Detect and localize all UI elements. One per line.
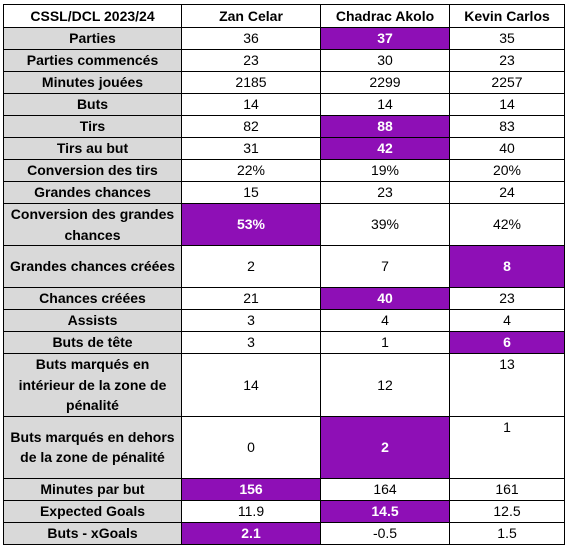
value-cell: 23 [449,49,565,72]
table-row-buts: Buts 14 14 14 [3,93,565,116]
value-cell-highlighted: 8 [449,245,565,288]
table-row-parties: Parties 36 37 35 [3,27,565,50]
value-cell: 2299 [320,71,450,94]
table-row-minutes-par-but: Minutes par but 156 164 161 [3,477,565,501]
value-cell: 39% [320,203,450,246]
value-cell: 3 [181,309,321,332]
value-cell: 21 [181,287,321,310]
table-row-conversion-des-tirs: Conversion des tirs 22% 19% 20% [3,159,565,182]
value-cell: 2257 [449,71,565,94]
metric-label: Chances créées [3,287,182,310]
value-cell: 24 [449,181,565,204]
value-cell-highlighted: 88 [320,115,450,138]
table-row-buts-dehors-zone: Buts marqués en dehors de la zone de pén… [3,415,565,479]
table-row-buts-moins-xgoals: Buts - xGoals 2.1 -0.5 1.5 [3,521,565,545]
value-cell: 19% [320,159,450,182]
metric-label: Buts marqués en intérieur de la zone de … [3,353,182,417]
value-cell: 14 [181,353,321,417]
table-row-grandes-chances: Grandes chances 15 23 24 [3,181,565,204]
value-cell: 23 [320,181,450,204]
header-player-zan-celar: Zan Celar [181,4,321,28]
metric-label: Minutes jouées [3,71,182,94]
metric-label: Expected Goals [3,499,182,523]
value-cell: 4 [320,309,450,332]
value-cell: 14 [181,93,321,116]
value-cell-highlighted: 42 [320,137,450,160]
metric-label: Buts [3,93,182,116]
value-cell: 1.5 [449,521,565,545]
metric-label: Conversion des tirs [3,159,182,182]
table-row-expected-goals: Expected Goals 11.9 14.5 12.5 [3,499,565,523]
value-cell: 164 [320,477,450,501]
value-cell: 14 [320,93,450,116]
table-row-buts-interieur-zone: Buts marqués en intérieur de la zone de … [3,353,565,417]
value-cell-highlighted: 2.1 [181,521,321,545]
header-player-chadrac-akolo: Chadrac Akolo [320,4,450,28]
metric-label: Buts - xGoals [3,521,182,545]
table-row-tirs: Tirs 82 88 83 [3,115,565,138]
value-cell-highlighted: 40 [320,287,450,310]
table-body: Parties 36 37 35 Parties commencés 23 30… [3,27,565,545]
value-cell: 11.9 [181,499,321,523]
value-cell-highlighted: 53% [181,203,321,246]
value-cell: 30 [320,49,450,72]
metric-label: Grandes chances [3,181,182,204]
metric-label: Tirs [3,115,182,138]
value-cell: 13 [449,353,565,417]
value-cell: 2185 [181,71,321,94]
stats-table-container: CSSL/DCL 2023/24 Zan Celar Chadrac Akolo… [3,4,565,545]
value-cell: 20% [449,159,565,182]
value-cell: 36 [181,27,321,50]
value-cell: 23 [449,287,565,310]
value-cell: 12.5 [449,499,565,523]
metric-label: Tirs au but [3,137,182,160]
stats-comparison-table: CSSL/DCL 2023/24 Zan Celar Chadrac Akolo… [3,4,565,545]
metric-label: Parties [3,27,182,50]
value-cell: 14 [449,93,565,116]
table-header: CSSL/DCL 2023/24 Zan Celar Chadrac Akolo… [3,4,565,28]
value-cell-highlighted: 37 [320,27,450,50]
value-cell: 31 [181,137,321,160]
table-row-parties-commences: Parties commencés 23 30 23 [3,49,565,72]
table-row-tirs-au-but: Tirs au but 31 42 40 [3,137,565,160]
header-season: CSSL/DCL 2023/24 [3,4,182,28]
value-cell: 2 [181,245,321,288]
value-cell: 15 [181,181,321,204]
value-cell: 7 [320,245,450,288]
value-cell: 1 [320,331,450,354]
metric-label: Buts de tête [3,331,182,354]
value-cell: 22% [181,159,321,182]
value-cell: 0 [181,415,321,479]
table-row-minutes-jouees: Minutes jouées 2185 2299 2257 [3,71,565,94]
value-cell: 23 [181,49,321,72]
value-cell: 3 [181,331,321,354]
table-row-conversion-grandes-chances: Conversion des grandes chances 53% 39% 4… [3,203,565,246]
value-cell: 161 [449,477,565,501]
metric-label: Buts marqués en dehors de la zone de pén… [3,415,182,479]
table-row-assists: Assists 3 4 4 [3,309,565,332]
value-cell: 83 [449,115,565,138]
value-cell: 42% [449,203,565,246]
value-cell-highlighted: 6 [449,331,565,354]
header-row: CSSL/DCL 2023/24 Zan Celar Chadrac Akolo… [3,4,565,28]
value-cell: 12 [320,353,450,417]
header-player-kevin-carlos: Kevin Carlos [449,4,565,28]
value-cell-highlighted: 2 [320,415,450,479]
metric-label: Conversion des grandes chances [3,203,182,246]
metric-label: Parties commencés [3,49,182,72]
value-cell: 1 [449,415,565,479]
table-row-grandes-chances-creees: Grandes chances créées 2 7 8 [3,245,565,288]
value-cell: 4 [449,309,565,332]
value-cell-highlighted: 156 [181,477,321,501]
table-row-buts-de-tete: Buts de tête 3 1 6 [3,331,565,354]
value-cell: 35 [449,27,565,50]
value-cell: -0.5 [320,521,450,545]
value-cell: 40 [449,137,565,160]
value-cell-highlighted: 14.5 [320,499,450,523]
table-row-chances-creees: Chances créées 21 40 23 [3,287,565,310]
metric-label: Grandes chances créées [3,245,182,288]
metric-label: Minutes par but [3,477,182,501]
metric-label: Assists [3,309,182,332]
value-cell: 82 [181,115,321,138]
